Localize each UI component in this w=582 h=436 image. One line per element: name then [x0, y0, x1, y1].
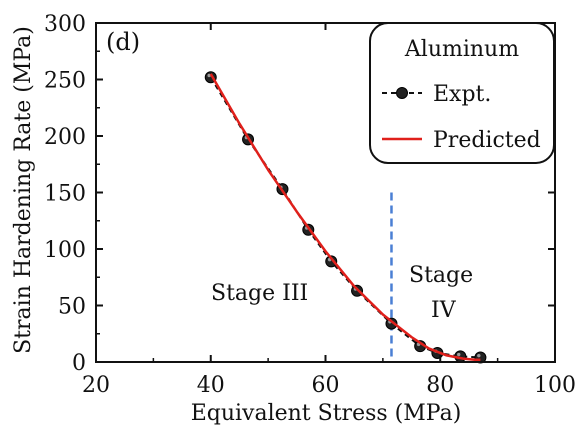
- x-axis-label: Equivalent Stress (MPa): [191, 401, 462, 426]
- series-line-predicted: [209, 73, 481, 361]
- x-tick-label: 60: [312, 373, 340, 398]
- y-tick-label: 300: [44, 12, 86, 37]
- y-tick-label: 250: [44, 69, 86, 94]
- stage-iii-label: Stage III: [211, 281, 308, 306]
- data-point-highlight: [477, 353, 481, 358]
- x-tick-label: 40: [197, 373, 225, 398]
- legend-expt-marker: [396, 87, 408, 99]
- y-tick-label: 100: [44, 238, 86, 263]
- y-axis-label: Strain Hardening Rate (MPa): [11, 26, 36, 354]
- series-layer: [204, 71, 487, 364]
- x-tick-label: 100: [534, 373, 576, 398]
- y-tick-label: 150: [44, 182, 86, 207]
- legend-title: Aluminum: [404, 37, 519, 62]
- y-tick-label: 200: [44, 125, 86, 150]
- stage-iv-label-line2: IV: [431, 298, 457, 323]
- x-tick-label: 20: [82, 373, 110, 398]
- data-point-highlight: [457, 352, 461, 357]
- panel-label: (d): [106, 28, 140, 56]
- axes-layer: 20 40 60 80 100 0 50 100 150 200 250 300: [44, 12, 576, 398]
- x-tick-label: 80: [426, 373, 454, 398]
- legend-predicted-label: Predicted: [433, 128, 541, 153]
- legend-box: [369, 22, 555, 164]
- y-tick-label: 0: [72, 351, 86, 376]
- legend-expt-label: Expt.: [433, 82, 491, 107]
- stage-iv-label-line1: Stage: [409, 263, 473, 288]
- y-tick-label: 50: [58, 295, 86, 320]
- legend: Aluminum Expt. Predicted: [369, 22, 555, 164]
